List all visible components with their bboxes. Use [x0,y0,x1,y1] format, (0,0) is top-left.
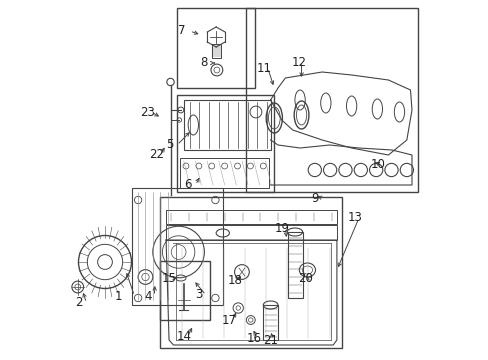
Bar [177,8,255,88]
Bar [160,197,341,348]
Text: 12: 12 [291,55,305,68]
Text: 11: 11 [256,62,271,75]
Text: 4: 4 [143,289,151,302]
Text: 17: 17 [221,314,236,327]
Bar [177,95,274,192]
Text: 9: 9 [310,192,318,204]
Bar [211,44,221,58]
Bar [132,188,223,305]
Text: 18: 18 [227,274,243,287]
Bar [166,225,336,240]
Bar [166,210,336,224]
Text: 22: 22 [149,148,164,162]
Text: 10: 10 [370,158,385,171]
Bar [246,8,417,192]
Text: 21: 21 [263,333,278,346]
Text: 23: 23 [140,105,155,118]
Bar [180,158,268,188]
Text: 1: 1 [114,289,122,302]
Bar [184,100,270,150]
Text: 7: 7 [178,24,185,37]
Text: 2: 2 [75,297,82,310]
Text: 16: 16 [246,332,262,345]
Text: 3: 3 [195,288,203,302]
Text: 13: 13 [347,211,362,225]
Text: 8: 8 [200,57,208,69]
Text: 14: 14 [176,330,191,343]
Text: 15: 15 [162,271,176,284]
Bar [160,261,210,320]
Text: 5: 5 [166,139,173,152]
Bar [287,232,303,298]
Bar [263,305,278,340]
Text: 20: 20 [298,271,313,284]
Text: 6: 6 [184,179,192,192]
Text: 19: 19 [274,221,289,234]
